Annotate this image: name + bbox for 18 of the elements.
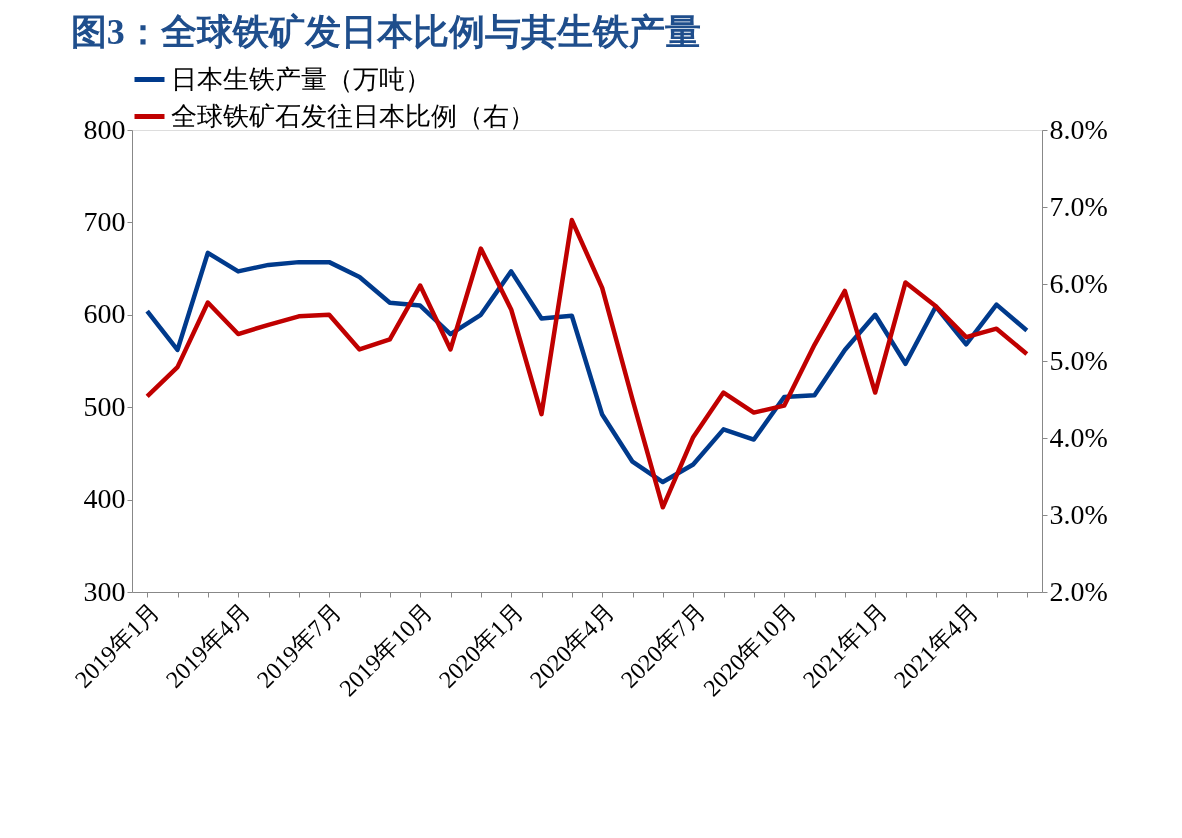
y-tick-label: 500 xyxy=(83,390,126,422)
y-tick-label: 700 xyxy=(83,205,126,237)
y2-tick-label: 2.0% xyxy=(1049,575,1108,607)
y-tick-label: 400 xyxy=(83,483,126,515)
chart-title: 图3：全球铁矿发日本比例与其生铁产量 xyxy=(70,12,701,52)
line-series xyxy=(144,217,1030,510)
y2-tick-label: 7.0% xyxy=(1049,190,1108,222)
y2-tick-label: 4.0% xyxy=(1049,421,1108,453)
legend-label: 全球铁矿石发往日本比例（右） xyxy=(171,101,535,131)
y2-tick-label: 6.0% xyxy=(1049,267,1108,299)
y2-tick-label: 3.0% xyxy=(1049,498,1108,530)
y2-tick-label: 5.0% xyxy=(1049,344,1108,376)
y-tick-label: 300 xyxy=(83,575,126,607)
line-series xyxy=(144,250,1030,485)
y2-tick-label: 8.0% xyxy=(1049,113,1108,145)
legend-label: 日本生铁产量（万吨） xyxy=(171,64,431,94)
y-tick-label: 600 xyxy=(83,298,126,330)
y-tick-label: 800 xyxy=(83,113,126,145)
